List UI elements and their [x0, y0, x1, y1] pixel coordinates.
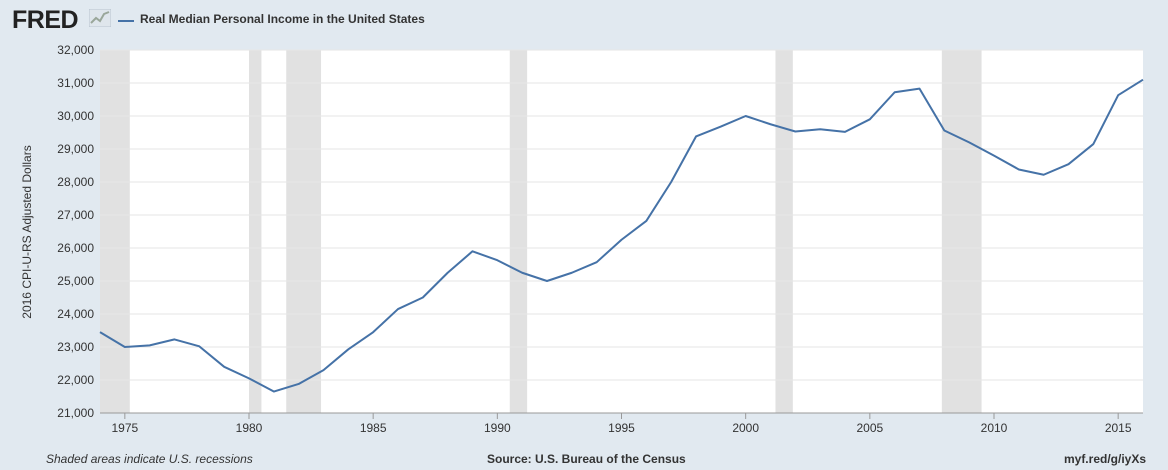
recession-band-3 [509, 50, 528, 413]
short-link[interactable]: myf.red/g/iyXs [1063, 452, 1146, 466]
y-tick-label: 22,000 [57, 373, 94, 387]
x-tick-label: 1990 [484, 421, 511, 435]
data-point-2004 [843, 130, 847, 134]
recession-band-5 [941, 50, 982, 413]
x-tick-label: 1995 [608, 421, 635, 435]
data-point-1983 [322, 368, 326, 372]
fred-logo[interactable]: FRED [12, 6, 79, 34]
data-point-2011 [1017, 167, 1021, 171]
data-point-2015 [1116, 93, 1120, 97]
y-tick-label: 21,000 [57, 406, 94, 420]
data-point-2008 [942, 129, 946, 133]
x-tick-label: 2015 [1105, 421, 1132, 435]
data-point-1977 [173, 337, 177, 341]
data-point-2016 [1141, 78, 1145, 82]
data-point-1998 [694, 134, 698, 138]
data-point-1981 [272, 390, 276, 394]
y-tick-label: 23,000 [57, 340, 94, 354]
y-axis-ticks: 21,000 22,000 23,000 24,000 25,000 26,000 27,0… [57, 43, 94, 420]
y-tick-label: 32,000 [57, 43, 94, 57]
data-point-1999 [719, 125, 723, 129]
data-point-1993 [570, 271, 574, 275]
data-point-2002 [793, 130, 797, 134]
y-tick-label: 26,000 [57, 241, 94, 255]
source-note: Source: U.S. Bureau of the Census [487, 452, 686, 466]
legend-series-label: Real Median Personal Income in the Unite… [140, 12, 425, 26]
data-point-2012 [1042, 173, 1046, 177]
chart-header: FRED Real Median Personal Income in the … [0, 0, 1168, 40]
x-tick-label: 2005 [856, 421, 883, 435]
x-tick-label: 1985 [360, 421, 387, 435]
y-tick-label: 30,000 [57, 109, 94, 123]
recession-band-2 [286, 50, 322, 413]
data-point-2000 [744, 114, 748, 118]
data-point-1994 [595, 260, 599, 264]
data-point-1979 [222, 365, 226, 369]
data-point-1976 [148, 343, 152, 347]
data-point-2014 [1091, 142, 1095, 146]
legend-line-swatch [118, 20, 134, 22]
recession-band-1 [249, 50, 262, 413]
recession-shading [100, 50, 982, 413]
data-point-1985 [371, 330, 375, 334]
data-point-1978 [197, 344, 201, 348]
x-tick-label: 1975 [111, 421, 138, 435]
data-point-1997 [669, 180, 673, 184]
data-point-1990 [495, 258, 499, 262]
data-point-1974 [98, 330, 102, 334]
data-point-1986 [396, 307, 400, 311]
gridlines [100, 49, 1143, 414]
data-point-2005 [868, 117, 872, 121]
data-point-1987 [421, 296, 425, 300]
y-tick-label: 29,000 [57, 142, 94, 156]
data-point-1991 [520, 271, 524, 275]
y-tick-label: 24,000 [57, 307, 94, 321]
y-tick-label: 25,000 [57, 274, 94, 288]
x-tick-label: 2010 [981, 421, 1008, 435]
series-line-0 [99, 78, 1144, 393]
recession-band-0 [100, 50, 130, 413]
data-point-1992 [545, 279, 549, 283]
data-point-2007 [918, 87, 922, 91]
trend-chart-icon [89, 9, 111, 27]
data-point-1984 [346, 347, 350, 351]
x-tick-label: 2000 [732, 421, 759, 435]
data-point-2013 [1067, 162, 1071, 166]
recession-note: Shaded areas indicate U.S. recessions [46, 452, 253, 466]
data-point-2003 [818, 127, 822, 131]
data-point-1989 [471, 249, 475, 253]
y-tick-label: 31,000 [57, 76, 94, 90]
data-point-2010 [992, 154, 996, 158]
x-tick-label: 1980 [236, 421, 263, 435]
data-point-1982 [297, 382, 301, 386]
series-layer [99, 78, 1144, 393]
data-point-2001 [769, 122, 773, 126]
data-point-1980 [247, 376, 251, 380]
y-tick-label: 28,000 [57, 175, 94, 189]
y-tick-label: 27,000 [57, 208, 94, 222]
recession-band-4 [775, 50, 793, 413]
data-point-1995 [620, 238, 624, 242]
data-point-2006 [893, 90, 897, 94]
x-axis-ticks: 1975 1980 1985 1990 1995 2000 2005 2010 2015 [100, 412, 1143, 435]
data-point-1996 [644, 219, 648, 223]
data-point-1975 [123, 345, 127, 349]
data-point-2009 [967, 140, 971, 144]
data-point-1988 [446, 271, 450, 275]
